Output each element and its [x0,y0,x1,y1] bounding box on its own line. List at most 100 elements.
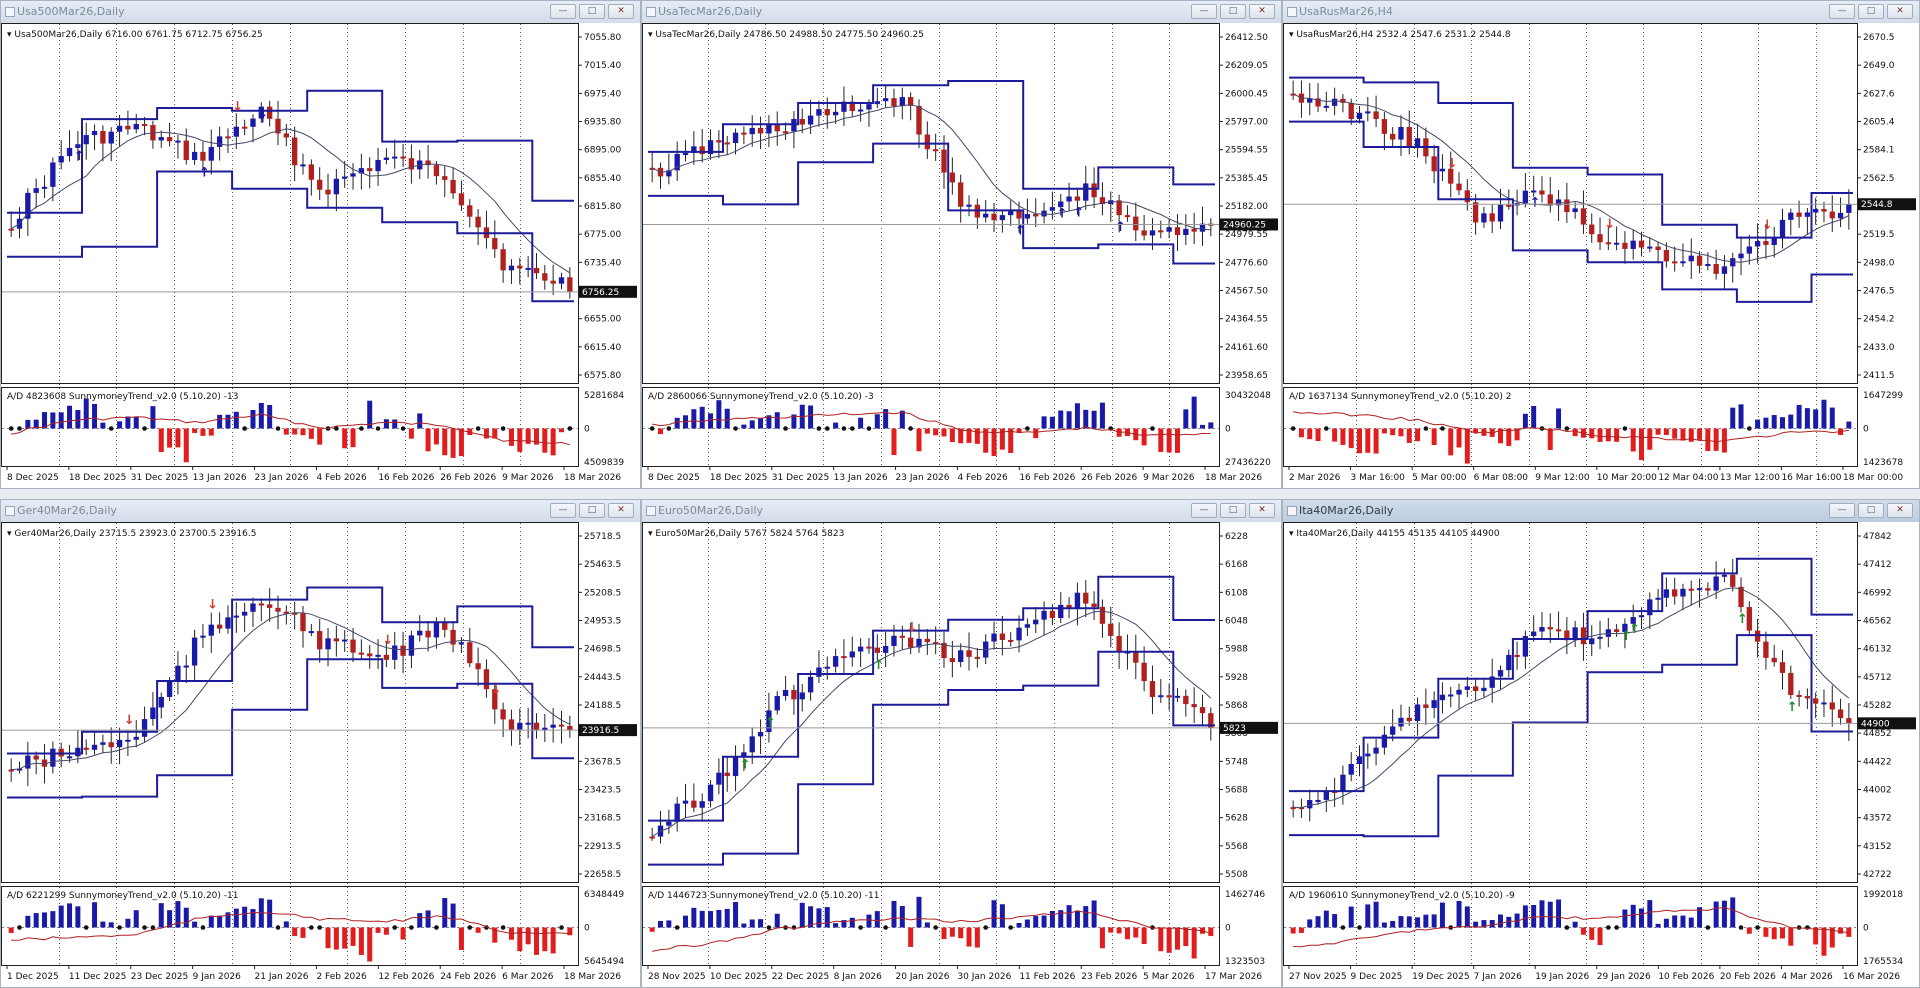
candle [807,115,814,125]
histogram-bar [1506,916,1512,928]
candle [841,656,847,659]
candle [1406,126,1412,147]
maximize-button[interactable]: □ [579,503,605,518]
window-titlebar[interactable]: Euro50Mar26,Daily — □ ✕ [642,500,1281,523]
close-button[interactable]: ✕ [1249,503,1275,518]
histogram-bar [774,412,780,429]
maximize-button[interactable]: □ [579,4,605,19]
chart-window-w5[interactable]: Euro50Mar26,Daily — □ ✕ ▾ Euro50Mar26,Daily … [641,499,1282,988]
candle [1647,246,1653,249]
candle [241,126,248,129]
histogram-bar [824,907,830,928]
candle [283,611,289,614]
candle [1149,230,1156,236]
close-button[interactable]: ✕ [608,4,634,19]
candle [308,631,315,634]
candle [233,126,239,137]
candle [1746,607,1752,631]
candle [674,803,680,822]
price-chart[interactable]: ▾ Ger40Mar26,Daily 23715.5 23923.0 23700… [1,522,640,987]
close-button[interactable]: ✕ [1887,4,1913,19]
date-tick-label: 26 Feb 2026 [440,473,496,483]
maximize-button[interactable]: □ [1858,4,1884,19]
date-tick-label: 26 Feb 2026 [1081,473,1137,483]
minimize-button[interactable]: — [1191,503,1217,518]
candle [133,124,139,130]
price-chart[interactable]: ▾ UsaRusMar26,H4 2532.4 2547.6 2531.2 25… [1283,23,1919,488]
histogram-bar [400,927,406,940]
candle [1821,702,1827,705]
window-titlebar[interactable]: Ita40Mar26,Daily — □ ✕ [1283,500,1919,523]
candle [1580,627,1587,645]
maximize-button[interactable]: □ [1220,503,1246,518]
date-tick-label: 8 Jan 2026 [834,972,882,982]
close-button[interactable]: ✕ [1249,4,1275,19]
minimize-button[interactable]: — [1829,4,1855,19]
chart-window-w1[interactable]: Usa500Mar26,Daily — □ ✕ ▾ Usa500Mar26,Daily … [0,0,641,489]
minimize-button[interactable]: — [550,4,576,19]
histogram-bar [1506,428,1512,446]
candle [1099,606,1106,624]
price-tick-label: 2627.6 [1863,89,1895,99]
price-chart[interactable]: ▾ Ita40Mar26,Daily 44155 45135 44105 449… [1283,522,1919,987]
histogram-bar [749,919,755,928]
candle [333,638,340,642]
maximize-button[interactable]: □ [1220,4,1246,19]
signal-dot [500,925,506,930]
histogram-bar [1191,396,1197,429]
histogram-bar [1390,920,1396,928]
chart-window-w6[interactable]: Ita40Mar26,Daily — □ ✕ ▾ Ita40Mar26,Daily 44… [1282,499,1920,988]
histogram-bar [1166,927,1172,953]
window-titlebar[interactable]: Ger40Mar26,Daily — □ ✕ [1,500,640,523]
candle [158,137,164,141]
candle [782,689,789,697]
histogram-bar [1780,927,1785,939]
histogram-bar [1589,428,1595,439]
candle [1779,662,1786,673]
chart-window-icon [1287,7,1297,17]
close-button[interactable]: ✕ [1887,503,1913,518]
candle [1572,627,1578,641]
candle [358,652,365,655]
price-chart[interactable]: ▾ Usa500Mar26,Daily 6716.00 6761.75 6712… [1,23,640,488]
candle [1133,216,1139,231]
chart-window-w2[interactable]: UsaTecMar26,Daily — □ ✕ ▾ UsaTecMar26,Daily … [641,0,1282,489]
maximize-button[interactable]: □ [1858,503,1884,518]
window-titlebar[interactable]: UsaTecMar26,Daily — □ ✕ [642,1,1281,24]
signal-dot [8,426,14,431]
chart-window-w3[interactable]: UsaRusMar26,H4 — □ ✕ ▾ UsaRusMar26,H4 2532.4… [1282,0,1920,489]
histogram-bar [1605,428,1611,442]
histogram-bar [1531,904,1537,928]
candle [542,273,548,281]
date-tick-label: 18 Mar 2026 [564,972,621,982]
histogram-bar [708,413,714,429]
price-chart[interactable]: ▾ Euro50Mar26,Daily 5767 5824 5764 5823 A… [642,522,1281,987]
candle [208,146,214,161]
candle [25,755,31,769]
candle [400,156,406,159]
candle [1638,615,1645,618]
buy-arrow-icon: ↑ [1115,220,1126,235]
candle [807,676,814,693]
chart-window-w4[interactable]: Ger40Mar26,Daily — □ ✕ ▾ Ger40Mar26,Daily 23… [0,499,641,988]
window-titlebar[interactable]: UsaRusMar26,H4 — □ ✕ [1283,1,1919,24]
candle [1323,790,1329,800]
candle [924,134,930,150]
candle [50,748,56,767]
candle [150,707,156,720]
sell-arrow-icon: ↓ [232,100,243,115]
candle [458,642,465,645]
close-button[interactable]: ✕ [608,503,634,518]
candle [458,193,465,206]
minimize-button[interactable]: — [1829,503,1855,518]
price-chart[interactable]: ▾ UsaTecMar26,Daily 24786.50 24988.50 24… [642,23,1281,488]
histogram-bar [1804,408,1810,429]
channel-upper-line [7,89,574,214]
minimize-button[interactable]: — [1191,4,1217,19]
candle [1049,207,1056,211]
window-titlebar[interactable]: Usa500Mar26,Daily — □ ✕ [1,1,640,24]
candle [1796,212,1802,217]
moving-average-line [1292,93,1850,263]
indicator-tick-label: 27436220 [1225,458,1271,468]
minimize-button[interactable]: — [550,503,576,518]
